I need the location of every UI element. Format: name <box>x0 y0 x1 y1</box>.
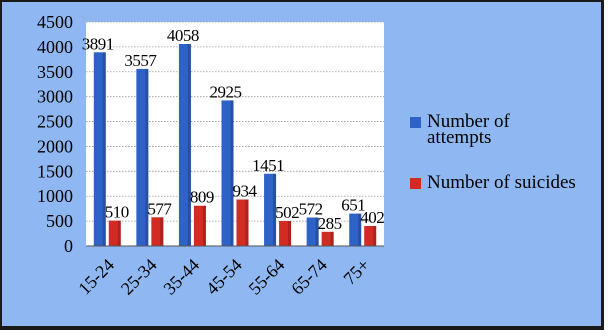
bar-chart: 0 500 1000 1500 2000 2500 3000 3500 4000 4500 389… <box>37 12 576 299</box>
y-tick-label: 2500 <box>37 112 73 132</box>
bar-shade <box>117 220 121 246</box>
legend-swatch <box>410 117 421 128</box>
bar-shade <box>373 225 377 246</box>
y-tick-label: 4000 <box>37 37 73 57</box>
bar-suicides <box>151 217 164 246</box>
x-tick-label: 25-34 <box>117 255 161 299</box>
bar-shade <box>288 221 292 246</box>
y-tick-label: 0 <box>64 236 73 256</box>
suicides-value-label: 577 <box>147 199 172 218</box>
suicides-value-label: 402 <box>360 208 384 227</box>
y-tick-label: 1000 <box>37 186 73 206</box>
bar-attempts <box>306 217 319 246</box>
y-tick-label: 3000 <box>37 87 73 107</box>
bar-attempts <box>264 173 277 246</box>
bar-suicides <box>279 221 292 246</box>
bar-shade <box>202 205 206 246</box>
x-tick-label: 45-54 <box>202 255 246 299</box>
bar-shade <box>145 68 149 246</box>
suicides-value-label: 934 <box>233 182 258 201</box>
bar-attempts <box>221 100 234 247</box>
bar-suicides <box>193 205 206 246</box>
y-axis-ticks: 0 500 1000 1500 2000 2500 3000 3500 4000 4500 <box>37 12 73 256</box>
data-labels: 3891 510 3557 577 4058 809 2925 934 1451 502 57228… <box>82 26 385 233</box>
suicides-value-label: 510 <box>105 203 129 222</box>
bar-attempts <box>178 44 191 247</box>
bar-shade <box>102 52 106 246</box>
suicides-value-label: 809 <box>190 188 214 207</box>
y-tick-label: 3500 <box>37 62 73 82</box>
attempts-value-label: 2925 <box>210 82 242 101</box>
bar-suicides <box>236 199 249 246</box>
bar-attempts <box>93 52 106 246</box>
attempts-value-label: 3891 <box>82 34 114 53</box>
bar-shade <box>187 44 191 247</box>
legend-label: Number of <box>427 111 511 132</box>
chart-frame: 0 500 1000 1500 2000 2500 3000 3500 4000 4500 389… <box>0 0 604 330</box>
bar-shade <box>273 173 277 246</box>
x-tick-label: 35-44 <box>159 255 203 299</box>
attempts-value-label: 572 <box>299 200 323 219</box>
y-tick-label: 500 <box>46 211 73 231</box>
suicides-value-label: 502 <box>275 203 299 222</box>
legend-label: Number of suicides <box>427 172 576 193</box>
bar-shade <box>330 231 334 246</box>
x-tick-label: 15-24 <box>74 255 118 299</box>
x-tick-label: 65-74 <box>287 255 331 299</box>
bar-attempts <box>349 213 362 246</box>
attempts-value-label: 651 <box>341 196 365 215</box>
bars <box>93 44 377 247</box>
attempts-value-label: 4058 <box>167 26 199 45</box>
plot-area <box>86 22 384 246</box>
bar-shade <box>315 217 319 246</box>
bar-attempts <box>136 68 149 246</box>
bar-shade <box>230 100 234 247</box>
x-tick-label: 75+ <box>339 255 373 289</box>
bar-shade <box>160 217 164 246</box>
x-tick-label: 55-64 <box>245 255 289 299</box>
bar-suicides <box>321 231 334 246</box>
legend-label: attempts <box>427 127 491 148</box>
bar-shade <box>358 213 362 246</box>
y-tick-label: 1500 <box>37 161 73 181</box>
bar-shade <box>245 199 249 246</box>
legend-swatch <box>410 178 421 189</box>
bar-suicides <box>364 225 377 246</box>
suicides-value-label: 285 <box>318 214 342 233</box>
y-tick-label: 4500 <box>37 12 73 32</box>
attempts-value-label: 3557 <box>124 51 157 70</box>
attempts-value-label: 1451 <box>252 156 284 175</box>
y-tick-label: 2000 <box>37 136 73 156</box>
bar-suicides <box>108 220 121 246</box>
